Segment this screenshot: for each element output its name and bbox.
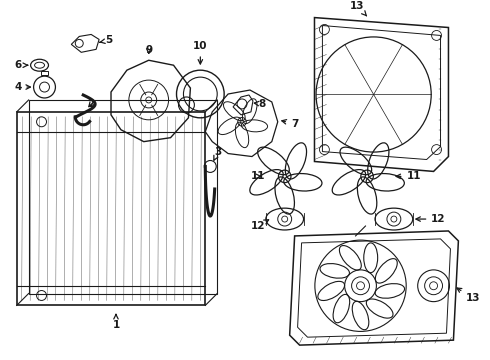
Text: 13: 13	[457, 288, 481, 303]
Text: 8: 8	[254, 99, 266, 109]
Text: 13: 13	[350, 1, 367, 16]
Text: 5: 5	[100, 35, 113, 45]
Text: 11: 11	[251, 171, 265, 181]
Text: 1: 1	[112, 314, 120, 330]
Text: 6: 6	[14, 60, 27, 70]
Text: 7: 7	[282, 119, 298, 129]
Text: 11: 11	[396, 171, 421, 181]
Text: 3: 3	[214, 147, 222, 160]
Text: 12: 12	[416, 214, 446, 224]
Text: 4: 4	[14, 82, 30, 92]
Text: 9: 9	[145, 45, 152, 55]
Text: 2: 2	[88, 99, 95, 109]
Text: 10: 10	[193, 41, 208, 64]
Text: 12: 12	[251, 220, 269, 231]
